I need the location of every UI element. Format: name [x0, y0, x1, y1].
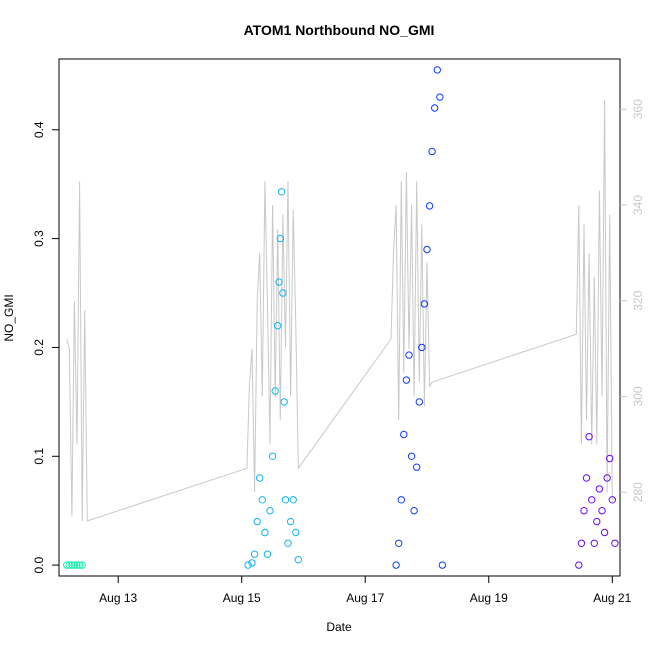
data-point	[608, 496, 616, 504]
y-axis-label: NO_GMI	[2, 294, 16, 341]
data-point	[611, 539, 619, 547]
data-point	[294, 556, 302, 564]
data-point	[276, 234, 284, 243]
data-point	[407, 452, 416, 460]
data-point	[256, 474, 264, 482]
data-point	[65, 561, 74, 569]
plot-frame	[58, 58, 621, 577]
data-point	[585, 433, 593, 441]
y2-tick-label: 360	[631, 99, 645, 119]
series-3	[392, 66, 447, 569]
data-point	[250, 550, 259, 558]
data-point	[575, 561, 583, 569]
x-axis: Aug 13 Aug 15 Aug 17 Aug 19 Aug 21	[99, 575, 632, 605]
series-4	[575, 433, 619, 569]
data-point	[263, 550, 272, 558]
data-point	[62, 561, 71, 569]
data-point	[275, 278, 283, 286]
data-point	[70, 561, 79, 569]
x-tick-label: Aug 15	[223, 591, 261, 605]
x-tick-label: Aug 21	[593, 591, 631, 605]
secondary-series-layer	[66, 99, 613, 522]
data-point	[593, 517, 601, 526]
data-point	[292, 528, 300, 537]
data-point	[582, 474, 591, 482]
y2-axis: 280 300 320 340 360	[620, 99, 645, 502]
data-point	[598, 507, 606, 515]
data-point	[261, 528, 269, 537]
data-point	[266, 507, 274, 515]
data-point	[73, 561, 81, 569]
x-axis-label: Date	[326, 620, 352, 634]
data-point	[78, 561, 86, 569]
data-point	[428, 147, 436, 156]
data-point	[415, 398, 423, 406]
data-point	[590, 539, 598, 547]
y-tick-label: 0.1	[32, 448, 46, 465]
data-point	[286, 517, 295, 526]
data-point	[413, 463, 421, 471]
data-point	[603, 474, 611, 482]
y2-tick-label: 280	[631, 482, 645, 502]
x-tick-label: Aug 19	[470, 591, 508, 605]
data-point	[397, 496, 405, 504]
data-point	[431, 104, 439, 112]
data-point	[606, 454, 614, 463]
data-point	[420, 300, 429, 308]
data-point	[405, 351, 413, 359]
data-point	[253, 517, 261, 526]
data-point	[279, 289, 287, 297]
x-tick-label: Aug 13	[99, 591, 137, 605]
data-point	[438, 561, 447, 569]
data-point	[280, 398, 288, 406]
data-point	[289, 496, 297, 504]
data-point	[400, 430, 408, 439]
y-axis: 0.0 0.1 0.2 0.3 0.4	[32, 121, 59, 573]
data-point	[284, 539, 292, 547]
data-point	[433, 66, 441, 74]
data-point	[248, 559, 256, 567]
data-point	[436, 93, 444, 101]
data-point	[281, 496, 290, 504]
y2-tick-label: 300	[631, 386, 645, 406]
data-point	[274, 322, 282, 330]
y-tick-label: 0.4	[32, 121, 46, 138]
data-point	[580, 507, 588, 515]
data-point	[588, 496, 596, 504]
data-point	[258, 496, 266, 504]
data-point	[277, 188, 286, 196]
y-tick-label: 0.3	[32, 230, 46, 247]
y2-tick-label: 340	[631, 195, 645, 215]
data-point	[271, 387, 279, 395]
secondary-series-line	[66, 99, 613, 522]
data-point	[244, 561, 252, 569]
x-tick-label: Aug 17	[346, 591, 384, 605]
data-point	[395, 539, 403, 547]
data-point	[600, 528, 609, 537]
data-point	[418, 343, 426, 352]
y-tick-label: 0.0	[32, 556, 46, 573]
points-layer	[62, 66, 619, 569]
y2-tick-label: 320	[631, 290, 645, 310]
data-point	[423, 245, 431, 254]
data-point	[595, 485, 604, 493]
data-point	[402, 376, 411, 384]
data-point	[68, 561, 76, 569]
series-2	[244, 188, 302, 569]
data-point	[410, 507, 418, 515]
series-1	[62, 561, 86, 569]
y-tick-label: 0.2	[32, 339, 46, 356]
data-point	[268, 452, 277, 460]
chart-title: ATOM1 Northbound NO_GMI	[244, 22, 435, 38]
data-point	[392, 561, 400, 569]
data-point	[75, 561, 84, 569]
data-point	[577, 539, 586, 547]
data-point	[425, 202, 434, 210]
